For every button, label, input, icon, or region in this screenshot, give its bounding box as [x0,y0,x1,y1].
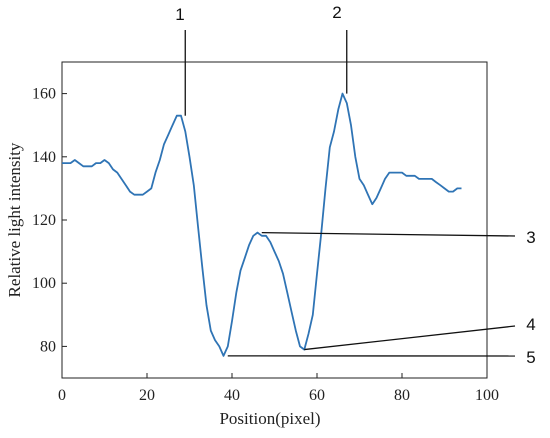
y-tick-label: 100 [32,275,56,292]
x-tick-label: 60 [309,387,325,404]
annotation-label: 3 [526,228,535,247]
annotations: 1 2 3 4 5 [175,3,535,367]
annotation-label: 2 [332,3,341,22]
x-tick-label: 40 [224,387,240,404]
y-tick-label: 140 [32,149,56,166]
y-tick-label: 120 [32,212,56,229]
y-tick-label: 80 [40,338,56,355]
annotation-label: 5 [526,348,535,367]
y-tick-label: 160 [32,86,56,103]
annotation-leader-line [261,231,516,237]
x-tick-label: 100 [475,387,499,404]
plot-frame [61,61,488,379]
x-axis-title: Position(pixel) [219,409,320,428]
x-tick-label: 80 [394,387,410,404]
y-axis-title: Relative light intensity [5,142,24,297]
axis-ticks [61,93,488,378]
x-tick-label: 20 [139,387,155,404]
x-tick-labels: 0 20 40 60 80 100 [58,387,499,404]
x-tick-label: 0 [58,387,66,404]
y-tick-labels: 80 100 120 140 160 [32,86,56,356]
annotation-leader-line [304,325,516,351]
annotation-label: 4 [526,315,535,334]
annotation-label: 1 [175,5,184,24]
intensity-series-line [62,92,462,357]
